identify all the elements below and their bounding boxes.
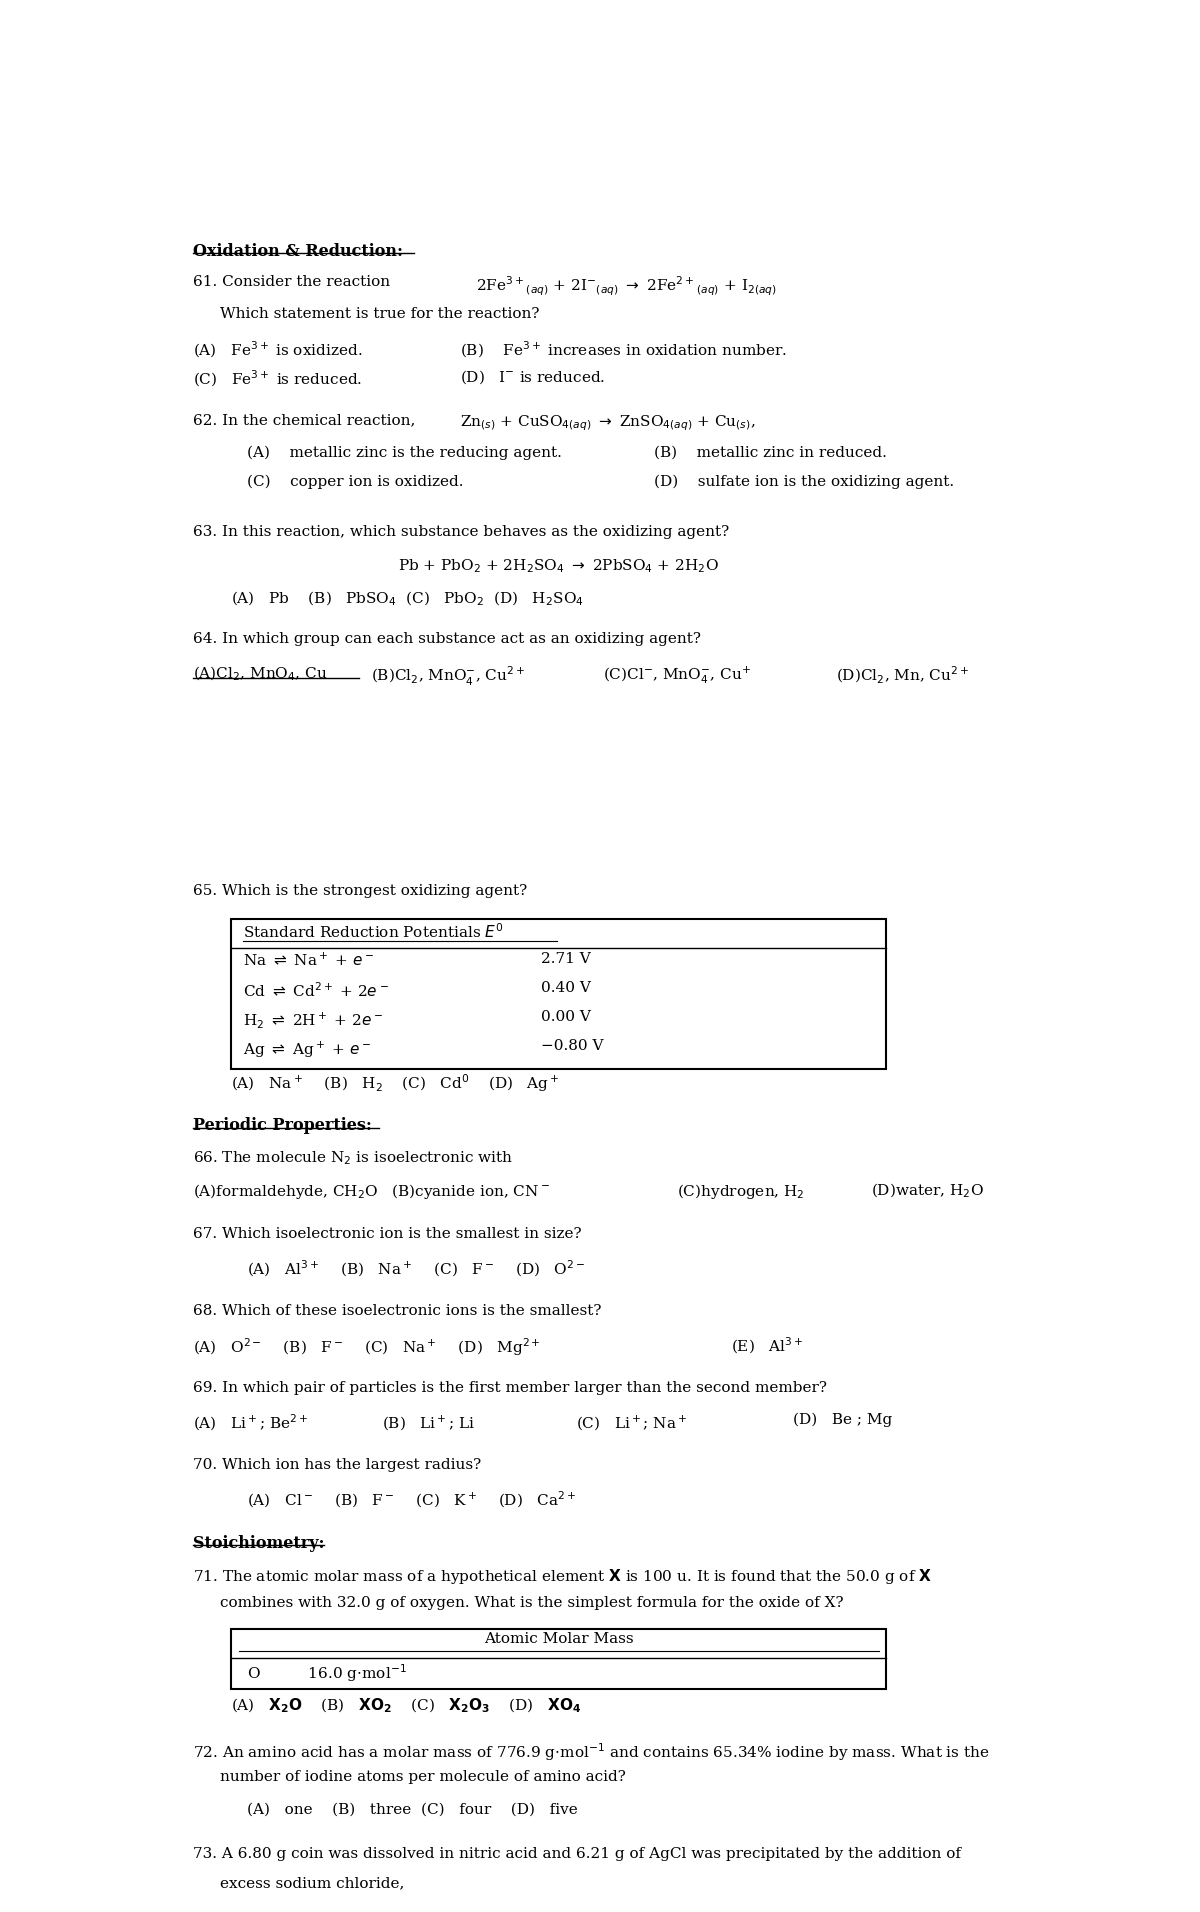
Text: Ag $\rightleftharpoons$ Ag$^+$ + $e^-$: Ag $\rightleftharpoons$ Ag$^+$ + $e^-$	[242, 1040, 371, 1059]
Text: 70. Which ion has the largest radius?: 70. Which ion has the largest radius?	[193, 1457, 481, 1472]
Text: 73. A 6.80 g coin was dissolved in nitric acid and 6.21 g of AgCl was precipitat: 73. A 6.80 g coin was dissolved in nitri…	[193, 1847, 961, 1860]
Text: (B)   Li$^+$; Li: (B) Li$^+$; Li	[383, 1413, 475, 1432]
Text: (A)   Al$^{3+}$    (B)   Na$^+$    (C)   F$^-$    (D)   O$^{2-}$: (A) Al$^{3+}$ (B) Na$^+$ (C) F$^-$ (D) O…	[247, 1258, 586, 1279]
Text: 71. The atomic molar mass of a hypothetical element $\bf{X}$ is 100 u. It is fou: 71. The atomic molar mass of a hypotheti…	[193, 1568, 931, 1585]
Text: 65. Which is the strongest oxidizing agent?: 65. Which is the strongest oxidizing age…	[193, 883, 527, 899]
Text: 62. In the chemical reaction,: 62. In the chemical reaction,	[193, 413, 415, 428]
Text: (C)    copper ion is oxidized.: (C) copper ion is oxidized.	[247, 474, 463, 489]
Text: Na $\rightleftharpoons$ Na$^+$ + $e^-$: Na $\rightleftharpoons$ Na$^+$ + $e^-$	[242, 952, 374, 969]
Text: combines with 32.0 g of oxygen. What is the simplest formula for the oxide of X?: combines with 32.0 g of oxygen. What is …	[220, 1597, 844, 1610]
Text: (A)   Cl$^-$    (B)   F$^-$    (C)   K$^+$    (D)   Ca$^{2+}$: (A) Cl$^-$ (B) F$^-$ (C) K$^+$ (D) Ca$^{…	[247, 1489, 576, 1510]
Text: (C)Cl$^{-}$, MnO$_4^{-}$, Cu$^{+}$: (C)Cl$^{-}$, MnO$_4^{-}$, Cu$^{+}$	[604, 665, 751, 686]
FancyBboxPatch shape	[232, 1629, 887, 1688]
Text: Periodic Properties:: Periodic Properties:	[193, 1117, 372, 1134]
Text: (A)   $\bf{X_2O}$    (B)   $\bf{XO_2}$    (C)   $\bf{X_2O_3}$    (D)   $\bf{XO_4: (A) $\bf{X_2O}$ (B) $\bf{XO_2}$ (C) $\bf…	[232, 1696, 582, 1715]
FancyBboxPatch shape	[232, 918, 887, 1069]
Text: (A)   Pb    (B)   PbSO$_4$  (C)   PbO$_2$  (D)   H$_2$SO$_4$: (A) Pb (B) PbSO$_4$ (C) PbO$_2$ (D) H$_2…	[232, 589, 584, 608]
Text: (D)   Be ; Mg: (D) Be ; Mg	[793, 1413, 893, 1428]
Text: (A)   Li$^+$; Be$^{2+}$: (A) Li$^+$; Be$^{2+}$	[193, 1413, 308, 1434]
Text: 68. Which of these isoelectronic ions is the smallest?: 68. Which of these isoelectronic ions is…	[193, 1304, 601, 1317]
Text: 64. In which group can each substance act as an oxidizing agent?: 64. In which group can each substance ac…	[193, 633, 701, 646]
Text: (B)Cl$_2$, MnO$_4^{-}$, Cu$^{2+}$: (B)Cl$_2$, MnO$_4^{-}$, Cu$^{2+}$	[371, 665, 526, 688]
Text: (D)water, H$_2$O: (D)water, H$_2$O	[871, 1182, 984, 1201]
Text: 69. In which pair of particles is the first member larger than the second member: 69. In which pair of particles is the fi…	[193, 1380, 827, 1394]
Text: (D)    sulfate ion is the oxidizing agent.: (D) sulfate ion is the oxidizing agent.	[654, 474, 954, 489]
Text: (B)    metallic zinc in reduced.: (B) metallic zinc in reduced.	[654, 445, 887, 459]
Text: (A)   Fe$^{3+}$ is oxidized.: (A) Fe$^{3+}$ is oxidized.	[193, 340, 362, 359]
Text: Which statement is true for the reaction?: Which statement is true for the reaction…	[220, 308, 539, 321]
Text: 2.71 V: 2.71 V	[541, 952, 592, 966]
Text: number of iodine atoms per molecule of amino acid?: number of iodine atoms per molecule of a…	[220, 1771, 625, 1784]
Text: 61. Consider the reaction: 61. Consider the reaction	[193, 275, 390, 289]
Text: (B)    Fe$^{3+}$ increases in oxidation number.: (B) Fe$^{3+}$ increases in oxidation num…	[460, 340, 787, 359]
Text: Cd $\rightleftharpoons$ Cd$^{2+}$ + 2$e^-$: Cd $\rightleftharpoons$ Cd$^{2+}$ + 2$e^…	[242, 981, 389, 1000]
Text: 0.40 V: 0.40 V	[541, 981, 592, 994]
Text: 63. In this reaction, which substance behaves as the oxidizing agent?: 63. In this reaction, which substance be…	[193, 526, 728, 539]
Text: (C)hydrogen, H$_2$: (C)hydrogen, H$_2$	[677, 1182, 805, 1201]
Text: Stoichiometry:: Stoichiometry:	[193, 1535, 324, 1553]
Text: H$_2$ $\rightleftharpoons$ 2H$^+$ + 2$e^-$: H$_2$ $\rightleftharpoons$ 2H$^+$ + 2$e^…	[242, 1010, 383, 1031]
Text: (C)   Li$^+$; Na$^+$: (C) Li$^+$; Na$^+$	[576, 1413, 688, 1432]
Text: (A)   Na$^+$    (B)   H$_2$    (C)   Cd$^0$    (D)   Ag$^+$: (A) Na$^+$ (B) H$_2$ (C) Cd$^0$ (D) Ag$^…	[232, 1073, 560, 1094]
Text: 2Fe$^{3+}$$_{(aq)}$ + 2I$^{-}$$_{(aq)}$ $\rightarrow$ 2Fe$^{2+}$$_{(aq)}$ + I$_{: 2Fe$^{3+}$$_{(aq)}$ + 2I$^{-}$$_{(aq)}$ …	[475, 275, 776, 298]
Text: (A)    metallic zinc is the reducing agent.: (A) metallic zinc is the reducing agent.	[247, 445, 562, 461]
Text: (A)formaldehyde, CH$_2$O   (B)cyanide ion, CN$^-$: (A)formaldehyde, CH$_2$O (B)cyanide ion,…	[193, 1182, 550, 1201]
Text: −0.80 V: −0.80 V	[541, 1040, 604, 1054]
Text: Atomic Molar Mass: Atomic Molar Mass	[484, 1633, 634, 1646]
Text: (E)   Al$^{3+}$: (E) Al$^{3+}$	[731, 1336, 804, 1356]
Text: 66. The molecule N$_2$ is isoelectronic with: 66. The molecule N$_2$ is isoelectronic …	[193, 1149, 512, 1168]
Text: (A)Cl$_2$, MnO$_4$, Cu: (A)Cl$_2$, MnO$_4$, Cu	[193, 665, 328, 683]
Text: Standard Reduction Potentials $E^0$: Standard Reduction Potentials $E^0$	[242, 922, 504, 941]
Text: Zn$_{(s)}$ + CuSO$_{4(aq)}$ $\rightarrow$ ZnSO$_{4(aq)}$ + Cu$_{(s)}$,: Zn$_{(s)}$ + CuSO$_{4(aq)}$ $\rightarrow…	[460, 413, 756, 434]
Text: (D)Cl$_2$, Mn, Cu$^{2+}$: (D)Cl$_2$, Mn, Cu$^{2+}$	[836, 665, 970, 686]
Text: 0.00 V: 0.00 V	[541, 1010, 592, 1025]
Text: 67. Which isoelectronic ion is the smallest in size?: 67. Which isoelectronic ion is the small…	[193, 1228, 581, 1241]
Text: (A)   one    (B)   three  (C)   four    (D)   five: (A) one (B) three (C) four (D) five	[247, 1803, 577, 1816]
Text: Pb + PbO$_2$ + 2H$_2$SO$_4$ $\rightarrow$ 2PbSO$_4$ + 2H$_2$O: Pb + PbO$_2$ + 2H$_2$SO$_4$ $\rightarrow…	[398, 558, 719, 576]
Text: (C)   Fe$^{3+}$ is reduced.: (C) Fe$^{3+}$ is reduced.	[193, 369, 362, 390]
Text: (A)   O$^{2-}$    (B)   F$^-$    (C)   Na$^+$    (D)   Mg$^{2+}$: (A) O$^{2-}$ (B) F$^-$ (C) Na$^+$ (D) Mg…	[193, 1336, 540, 1358]
Text: Oxidation & Reduction:: Oxidation & Reduction:	[193, 243, 403, 260]
Text: excess sodium chloride,: excess sodium chloride,	[220, 1876, 404, 1891]
Text: O          16.0 g$\cdot$mol$^{-1}$: O 16.0 g$\cdot$mol$^{-1}$	[247, 1662, 407, 1684]
Text: 72. An amino acid has a molar mass of 776.9 g$\cdot$mol$^{-1}$ and contains 65.3: 72. An amino acid has a molar mass of 77…	[193, 1742, 989, 1763]
Text: (D)   I$^{-}$ is reduced.: (D) I$^{-}$ is reduced.	[460, 369, 605, 386]
